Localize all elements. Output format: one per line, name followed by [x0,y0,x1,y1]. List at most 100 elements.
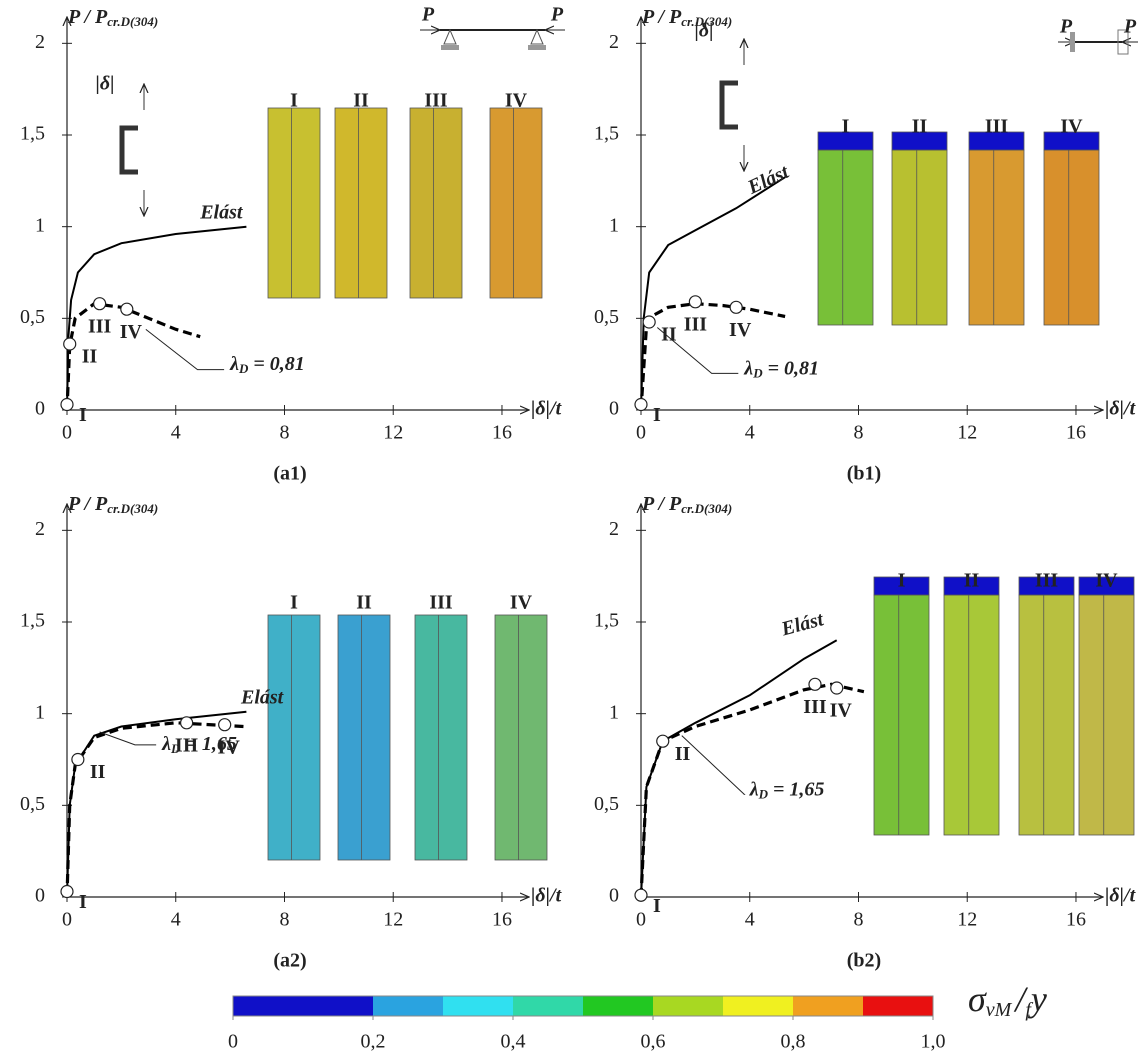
x-tick-label: 12 [383,422,403,444]
contour-column [891,149,948,326]
annotation-sub: D [170,741,181,756]
contour-label: II [912,116,928,138]
colorbar-segment [723,996,794,1016]
annotation-symbol: λ [229,353,239,375]
y-axis-label: P / Pcr.D(304) [67,493,158,516]
support-ground [441,45,459,50]
x-tick-label: 0 [636,909,646,931]
annotation-sub: D [758,787,769,802]
state-point [729,300,743,314]
x-tick-label: 4 [171,422,181,444]
line-series [65,302,201,411]
support [443,28,457,45]
state-point [218,718,232,732]
contour-column [817,149,874,326]
y-axis-label: P / Pcr.D(304) [641,6,732,29]
colorbar-label-part: y [1028,979,1047,1019]
chart-title: (a2) [273,950,306,972]
line-series [640,639,838,898]
contour-label: IV [505,90,528,112]
load-label: P [421,4,435,26]
annotation-sub: D [238,361,249,376]
series-label: Elást [199,201,244,223]
contour-column [1043,149,1100,326]
support [530,28,544,45]
annotation-symbol: λ [161,732,171,754]
point-label: I [653,895,661,917]
point-label: IV [120,321,143,343]
contour-label: IV [510,592,533,614]
y-tick-label: 0 [609,885,619,907]
x-tick-label: 12 [383,909,403,931]
y-tick-label: 1,5 [20,123,45,145]
contour-label: I [290,90,298,112]
series-label: Elást [240,687,285,709]
y-axis-label-main: P / P [641,6,682,28]
state-point [93,297,107,311]
annotation-leader [656,327,739,374]
contour-column [267,107,321,299]
contour-label: IV [1060,116,1083,138]
contour-column [873,594,930,836]
x-tick-label: 16 [492,422,512,444]
x-tick-label: 4 [745,422,755,444]
point-label: I [79,404,87,426]
annotation-symbol: λ [743,357,753,379]
contour-label: III [985,116,1009,138]
contour-label: IV [1095,570,1118,592]
contour-column [414,614,468,861]
contour-label: II [356,592,372,614]
y-axis-label: P / Pcr.D(304) [641,493,732,516]
y-axis-label-sub: cr.D(304) [681,14,732,29]
state-point [830,681,844,695]
state-point [642,315,656,329]
chart-title: (a1) [273,463,306,485]
point-label: IV [830,700,853,722]
y-tick-label: 0 [35,885,45,907]
annotation-text: = 0,81 [763,357,819,379]
y-tick-label: 1,5 [20,610,45,632]
line-series [66,225,247,411]
contour-label: III [424,90,448,112]
colorbar-segment [863,996,934,1016]
annotation-symbol: λ [749,778,759,800]
state-point [688,295,702,309]
contour-column [334,107,388,299]
colorbar-tick-label: 1,0 [921,1031,946,1053]
colorbar-label-part: σ [968,979,987,1019]
support-ground [528,45,546,50]
state-point [634,397,648,412]
annotation-sub: D [752,366,763,381]
colorbar-segment [233,996,304,1016]
colorbar-segment [303,996,374,1016]
contour-column [337,614,391,861]
x-axis-label: |δ|/t [531,398,563,420]
line-series [639,682,865,898]
point-label: I [653,404,661,426]
x-tick-label: 0 [62,422,72,444]
contour-column [1018,594,1075,836]
colorbar-tick-label: 0,8 [781,1031,806,1053]
y-tick-label: 1 [609,214,619,236]
y-axis-label: P / Pcr.D(304) [67,6,158,29]
annotation-text: = 1,65 [180,732,236,754]
contour-cap [943,576,1000,596]
contour-cap [873,576,930,596]
y-tick-label: 0 [609,398,619,420]
y-tick-label: 1 [609,701,619,723]
colorbar-label-part: / [1013,979,1028,1019]
annotation-text: = 0,81 [248,353,304,375]
contour-column [968,149,1025,326]
colorbar-segment [793,996,864,1016]
colorbar-tick-label: 0,6 [641,1031,666,1053]
annotation: λD = 0,81 [743,357,819,380]
colorbar-segment [583,996,654,1016]
point-label: II [82,346,98,368]
y-tick-label: 2 [609,31,619,53]
colorbar-frame [232,995,934,1017]
series-label: Elást [778,608,827,641]
colorbar-tick-label: 0,4 [501,1031,526,1053]
